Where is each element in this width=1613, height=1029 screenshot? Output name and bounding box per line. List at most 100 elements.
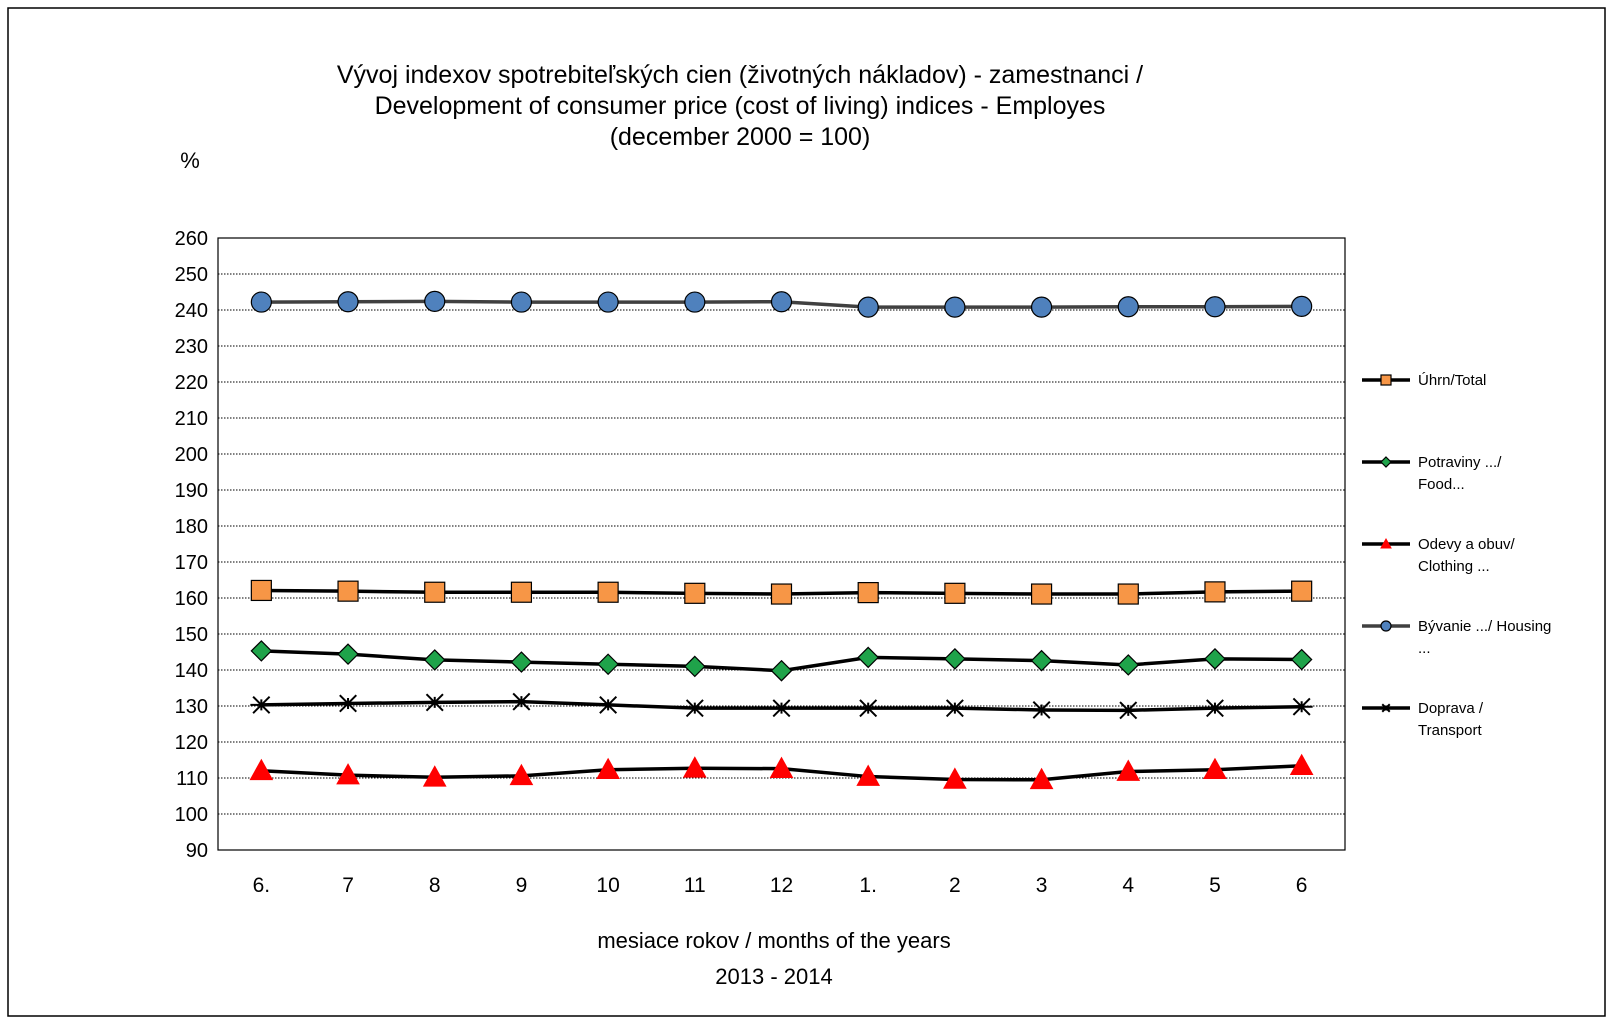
data-point-star xyxy=(423,693,446,712)
series-group xyxy=(249,290,1314,790)
plot-area xyxy=(217,237,1346,851)
data-point-square xyxy=(1380,374,1392,386)
x-tick-label: 4 xyxy=(1122,874,1134,897)
x-tick-label: 9 xyxy=(516,874,528,897)
data-point-circle xyxy=(857,296,879,318)
y-tick-label: 190 xyxy=(175,480,208,502)
data-point-triangle xyxy=(596,757,620,780)
data-point-star xyxy=(1203,699,1226,718)
data-point-triangle xyxy=(249,758,274,781)
data-point-star xyxy=(510,692,533,711)
data-point-triangle xyxy=(769,756,794,778)
data-point-diamond xyxy=(1290,648,1313,671)
legend-label: Clothing ... xyxy=(1418,558,1490,575)
y-tick-label: 230 xyxy=(175,336,208,358)
data-point-diamond xyxy=(857,646,880,669)
series-2 xyxy=(249,753,1314,790)
legend-item-0: Úhrn/Total xyxy=(1362,372,1486,389)
data-point-star xyxy=(337,694,360,713)
data-point-circle xyxy=(424,290,446,312)
y-tick-label: 170 xyxy=(175,552,208,574)
legend-item-4: Doprava / Transport xyxy=(1362,700,1484,739)
data-point-circle xyxy=(1380,620,1392,632)
y-axis-ticks: 90 100 110 120 130 140 150 160 170 180 190 200 210 22… xyxy=(175,228,208,862)
data-point-circle xyxy=(337,291,359,313)
y-tick-label: 220 xyxy=(175,372,208,394)
legend-label: Bývanie .../ Housing xyxy=(1418,618,1551,635)
y-axis-label: % xyxy=(180,148,200,173)
data-point-triangle xyxy=(1380,537,1392,549)
data-point-star xyxy=(597,695,620,714)
y-tick-label: 250 xyxy=(175,264,208,286)
data-point-square xyxy=(510,581,533,603)
y-tick-label: 260 xyxy=(175,228,208,250)
chart-title: Vývoj indexov spotrebiteľských cien (živ… xyxy=(337,61,1143,151)
legend-label: Transport xyxy=(1418,722,1482,739)
legend-item-2: Odevy a obuv/Clothing ... xyxy=(1362,536,1516,575)
legend-item-3: Bývanie .../ Housing... xyxy=(1362,618,1551,657)
data-point-circle xyxy=(597,291,619,313)
y-tick-label: 100 xyxy=(175,804,208,826)
data-point-circle xyxy=(1117,296,1139,318)
data-point-star xyxy=(1381,703,1391,713)
data-point-triangle xyxy=(1289,753,1314,776)
data-point-square xyxy=(1117,583,1139,605)
data-point-square xyxy=(857,581,879,604)
y-tick-label: 210 xyxy=(175,408,208,430)
legend-label: Doprava / xyxy=(1418,700,1484,717)
y-tick-label: 110 xyxy=(176,768,208,790)
data-point-triangle xyxy=(856,764,881,786)
data-point-circle xyxy=(944,296,966,318)
data-point-triangle xyxy=(943,767,967,789)
data-point-diamond xyxy=(683,655,706,678)
legend-label: Odevy a obuv/ xyxy=(1418,536,1516,553)
data-point-star xyxy=(943,699,966,718)
data-point-circle xyxy=(770,291,793,313)
data-point-star xyxy=(857,699,880,718)
data-point-square xyxy=(1030,583,1053,605)
data-point-triangle xyxy=(1029,767,1054,790)
y-tick-label: 150 xyxy=(175,624,208,646)
data-point-triangle xyxy=(1203,757,1227,780)
data-point-diamond xyxy=(423,649,446,671)
y-tick-label: 120 xyxy=(175,732,208,754)
data-point-star xyxy=(683,699,706,718)
x-tick-label: 5 xyxy=(1209,874,1221,897)
data-point-star xyxy=(770,699,793,718)
data-point-star xyxy=(1290,697,1313,716)
y-tick-label: 240 xyxy=(175,300,208,322)
data-point-diamond xyxy=(597,653,619,676)
legend-label: ... xyxy=(1418,640,1431,657)
series-1 xyxy=(250,640,1313,682)
data-point-circle xyxy=(1204,296,1226,318)
x-tick-label: 7 xyxy=(342,874,354,897)
data-point-square xyxy=(1291,580,1313,602)
legend-label: Úhrn/Total xyxy=(1418,372,1486,389)
y-tick-label: 160 xyxy=(175,588,208,610)
x-tick-label: 10 xyxy=(596,874,619,897)
chart-title-line-3: (december 2000 = 100) xyxy=(610,123,871,151)
y-tick-label: 180 xyxy=(175,516,208,538)
data-point-circle xyxy=(1291,295,1313,317)
data-point-diamond xyxy=(944,647,966,670)
data-point-diamond xyxy=(770,659,793,682)
data-point-diamond xyxy=(250,640,273,662)
x-axis-label-line-1: mesiace rokov / months of the years xyxy=(597,928,950,953)
legend-label: Food... xyxy=(1418,476,1465,493)
data-point-square xyxy=(337,580,359,602)
y-tick-label: 90 xyxy=(186,840,208,862)
data-point-diamond xyxy=(1030,649,1053,672)
chart-border xyxy=(7,7,1606,1017)
data-point-triangle xyxy=(422,765,447,787)
y-tick-label: 200 xyxy=(175,444,208,466)
data-point-square xyxy=(944,582,966,604)
x-tick-label: 3 xyxy=(1036,874,1048,897)
data-point-triangle xyxy=(336,763,360,785)
legend: Úhrn/Total Potraviny .../ Food... Odevy a o… xyxy=(1362,372,1551,739)
data-point-square xyxy=(597,581,619,603)
x-tick-label: 2 xyxy=(949,874,961,897)
data-point-star xyxy=(1117,701,1140,720)
x-tick-label: 1. xyxy=(859,874,877,897)
